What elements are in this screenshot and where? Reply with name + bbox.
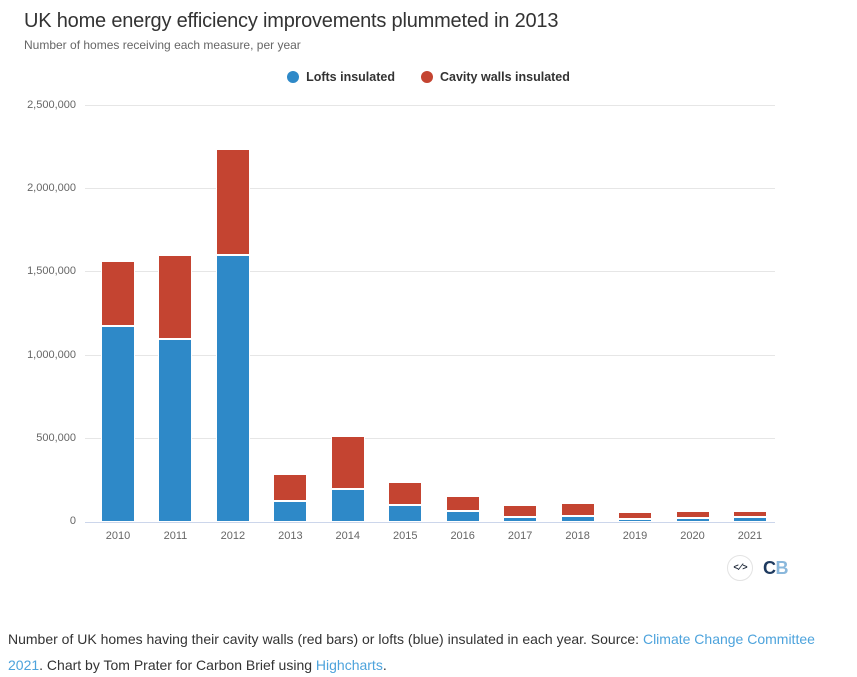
x-axis-label: 2013 bbox=[278, 530, 303, 542]
legend-label: Cavity walls insulated bbox=[439, 70, 570, 84]
bar-segment-cavity-2011[interactable] bbox=[158, 254, 193, 339]
caption-text: Number of UK homes having their cavity w… bbox=[8, 631, 643, 647]
bar-group-2020 bbox=[675, 511, 710, 522]
bar-segment-lofts-2013[interactable] bbox=[273, 501, 308, 522]
gridline bbox=[85, 105, 775, 106]
bar-segment-cavity-2020[interactable] bbox=[675, 511, 710, 518]
bar-segment-lofts-2018[interactable] bbox=[560, 516, 595, 522]
carbonbrief-logo-c: C bbox=[763, 557, 776, 578]
code-embed-icon: </> bbox=[733, 563, 747, 573]
embed-code-button[interactable]: </> bbox=[727, 555, 753, 581]
x-axis-label: 2019 bbox=[622, 530, 648, 542]
bar-group-2012 bbox=[215, 149, 250, 522]
chart-subtitle: Number of homes receiving each measure, … bbox=[24, 38, 301, 52]
bar-segment-cavity-2015[interactable] bbox=[388, 482, 423, 506]
gridline bbox=[85, 354, 775, 356]
legend-label: Lofts insulated bbox=[306, 70, 395, 84]
bar-segment-cavity-2016[interactable] bbox=[445, 496, 480, 512]
x-axis-label: 2016 bbox=[450, 530, 475, 542]
bar-segment-lofts-2011[interactable] bbox=[158, 338, 193, 522]
y-axis-label: 2,000,000 bbox=[27, 182, 76, 195]
bar-group-2016 bbox=[445, 496, 480, 522]
y-axis-label: 500,000 bbox=[36, 431, 76, 444]
bar-segment-cavity-2017[interactable] bbox=[503, 504, 538, 517]
y-axis-label: 1,500,000 bbox=[27, 265, 76, 278]
bar-segment-cavity-2018[interactable] bbox=[560, 503, 595, 517]
x-axis-label: 2011 bbox=[163, 530, 188, 542]
branding: </> CB bbox=[727, 555, 788, 581]
bar-segment-lofts-2012[interactable] bbox=[215, 254, 250, 522]
bar-segment-lofts-2019[interactable] bbox=[618, 518, 653, 522]
bar-group-2018 bbox=[560, 503, 595, 522]
gridline bbox=[85, 188, 775, 190]
legend-item-cavity[interactable]: Cavity walls insulated bbox=[420, 70, 570, 84]
x-axis-label: 2021 bbox=[737, 530, 763, 542]
x-axis-label: 2018 bbox=[565, 530, 590, 542]
bar-segment-lofts-2015[interactable] bbox=[388, 505, 423, 522]
legend-marker-cavity-icon bbox=[420, 71, 433, 83]
bar-segment-lofts-2010[interactable] bbox=[101, 325, 135, 522]
bar-group-2013 bbox=[273, 473, 308, 522]
carbonbrief-logo[interactable]: CB bbox=[763, 558, 788, 579]
bar-segment-lofts-2016[interactable] bbox=[445, 511, 480, 522]
bar-group-2011 bbox=[158, 254, 193, 522]
bar-segment-lofts-2021[interactable] bbox=[732, 517, 767, 522]
bar-segment-cavity-2012[interactable] bbox=[215, 149, 250, 255]
caption-text: . Chart by Tom Prater for Carbon Brief u… bbox=[39, 657, 316, 673]
legend-marker-lofts-icon bbox=[287, 71, 300, 83]
y-axis-label: 0 bbox=[69, 515, 76, 527]
bar-group-2010 bbox=[101, 260, 135, 522]
bar-segment-lofts-2017[interactable] bbox=[503, 516, 538, 522]
x-axis-label: 2015 bbox=[393, 530, 418, 542]
x-axis-label: 2010 bbox=[105, 530, 131, 542]
legend: Lofts insulated Cavity walls insulated bbox=[0, 70, 857, 84]
y-axis-label: 2,500,000 bbox=[27, 99, 76, 111]
bar-segment-cavity-2019[interactable] bbox=[618, 512, 653, 519]
gridline bbox=[85, 271, 775, 273]
x-axis-label: 2014 bbox=[335, 530, 361, 542]
gridline bbox=[85, 437, 775, 439]
x-axis-label: 2017 bbox=[507, 530, 533, 542]
legend-item-lofts[interactable]: Lofts insulated bbox=[287, 70, 395, 84]
bar-group-2021 bbox=[732, 511, 767, 522]
carbonbrief-logo-b: B bbox=[775, 557, 789, 578]
caption-text: . bbox=[382, 657, 387, 673]
bar-segment-cavity-2021[interactable] bbox=[732, 511, 767, 518]
caption: Number of UK homes having their cavity w… bbox=[8, 626, 848, 677]
x-axis-label: 2012 bbox=[220, 530, 246, 542]
plot-area bbox=[85, 105, 775, 523]
chart-title: UK home energy efficiency improvements p… bbox=[24, 10, 559, 32]
bar-group-2014 bbox=[330, 435, 365, 522]
y-axis-label: 1,000,000 bbox=[27, 348, 76, 361]
bar-group-2015 bbox=[388, 482, 423, 522]
source-link[interactable]: Climate Change Committee 2021 bbox=[8, 631, 815, 673]
x-axis-label: 2020 bbox=[680, 530, 705, 542]
bar-segment-lofts-2014[interactable] bbox=[330, 488, 365, 522]
bar-group-2017 bbox=[503, 504, 538, 522]
bar-segment-cavity-2010[interactable] bbox=[101, 260, 135, 326]
bar-segment-cavity-2014[interactable] bbox=[330, 435, 365, 489]
bar-segment-lofts-2020[interactable] bbox=[675, 517, 710, 522]
bar-group-2019 bbox=[618, 512, 653, 522]
highcharts-link[interactable]: Highcharts bbox=[315, 657, 383, 673]
bar-segment-cavity-2013[interactable] bbox=[273, 473, 308, 502]
